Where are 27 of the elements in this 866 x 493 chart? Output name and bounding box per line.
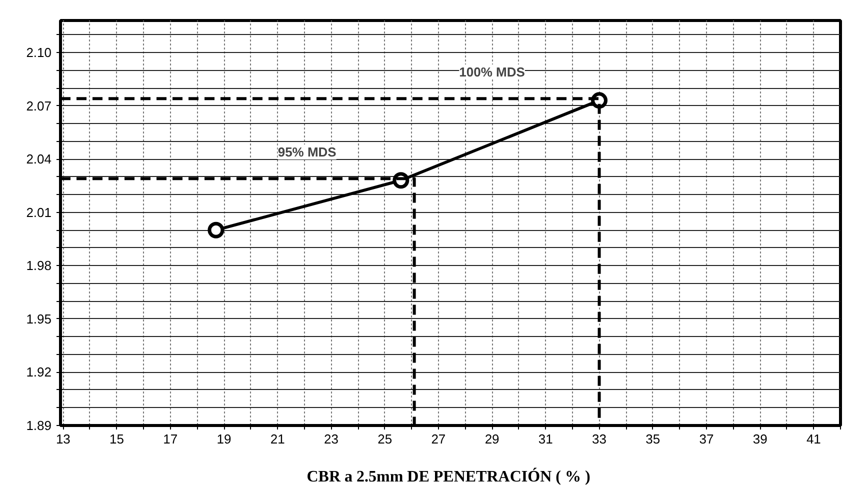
x-tick-label: 33 (592, 432, 606, 446)
y-tick-label: 1.92 (26, 364, 52, 380)
x-tick-label: 25 (378, 432, 392, 446)
annotation: 95% MDS (278, 144, 337, 160)
x-tick-label: 15 (110, 432, 124, 446)
x-tick-label: 23 (324, 432, 338, 446)
y-tick-label: 1.98 (26, 258, 52, 274)
y-tick-label: 2.10 (26, 44, 52, 60)
x-tick-label: 17 (163, 432, 178, 446)
x-tick-label: 27 (431, 432, 446, 446)
annotation: 100% MDS (459, 64, 526, 80)
y-tick-label: 2.01 (26, 204, 52, 220)
x-tick-label: 19 (216, 432, 232, 446)
y-tick-label: 1.89 (26, 418, 52, 433)
point (208, 222, 224, 238)
x-tick-label: 39 (752, 432, 768, 446)
y-tick-label: 2.04 (26, 152, 52, 167)
x-axis-title: CBR a 2.5mm DE PENETRACIÓN ( % ) (306, 468, 590, 486)
x-tick-label: 41 (806, 432, 821, 446)
x-tick-label: 21 (270, 432, 285, 446)
y-tick-label: 1.95 (26, 311, 52, 326)
x-tick-label: 29 (484, 432, 500, 446)
x-tick-label: 35 (646, 432, 660, 446)
x-tick-label: 13 (56, 432, 70, 446)
x-tick-label: 37 (699, 432, 714, 446)
x-tick-label: 31 (538, 432, 553, 446)
y-tick-label: 2.07 (26, 98, 52, 114)
